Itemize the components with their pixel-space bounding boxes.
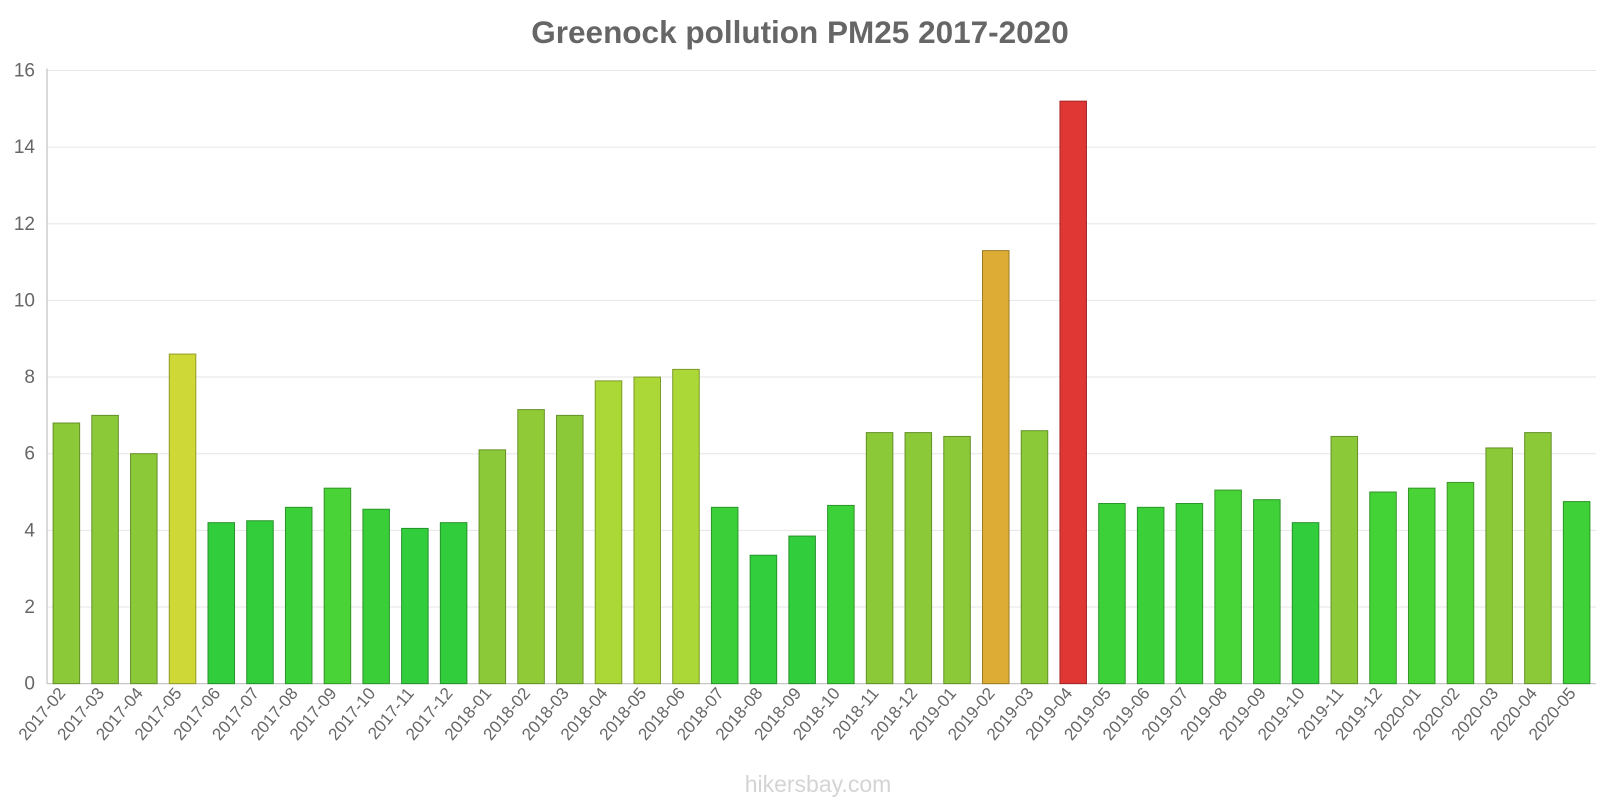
svg-text:14: 14 — [14, 137, 36, 158]
svg-text:8: 8 — [24, 367, 35, 388]
svg-text:6: 6 — [24, 444, 35, 465]
svg-text:4: 4 — [24, 520, 35, 541]
svg-text:0: 0 — [24, 674, 35, 695]
svg-text:12: 12 — [14, 214, 35, 235]
svg-text:16: 16 — [14, 61, 35, 82]
svg-text:10: 10 — [14, 290, 35, 311]
svg-text:2: 2 — [24, 597, 35, 618]
